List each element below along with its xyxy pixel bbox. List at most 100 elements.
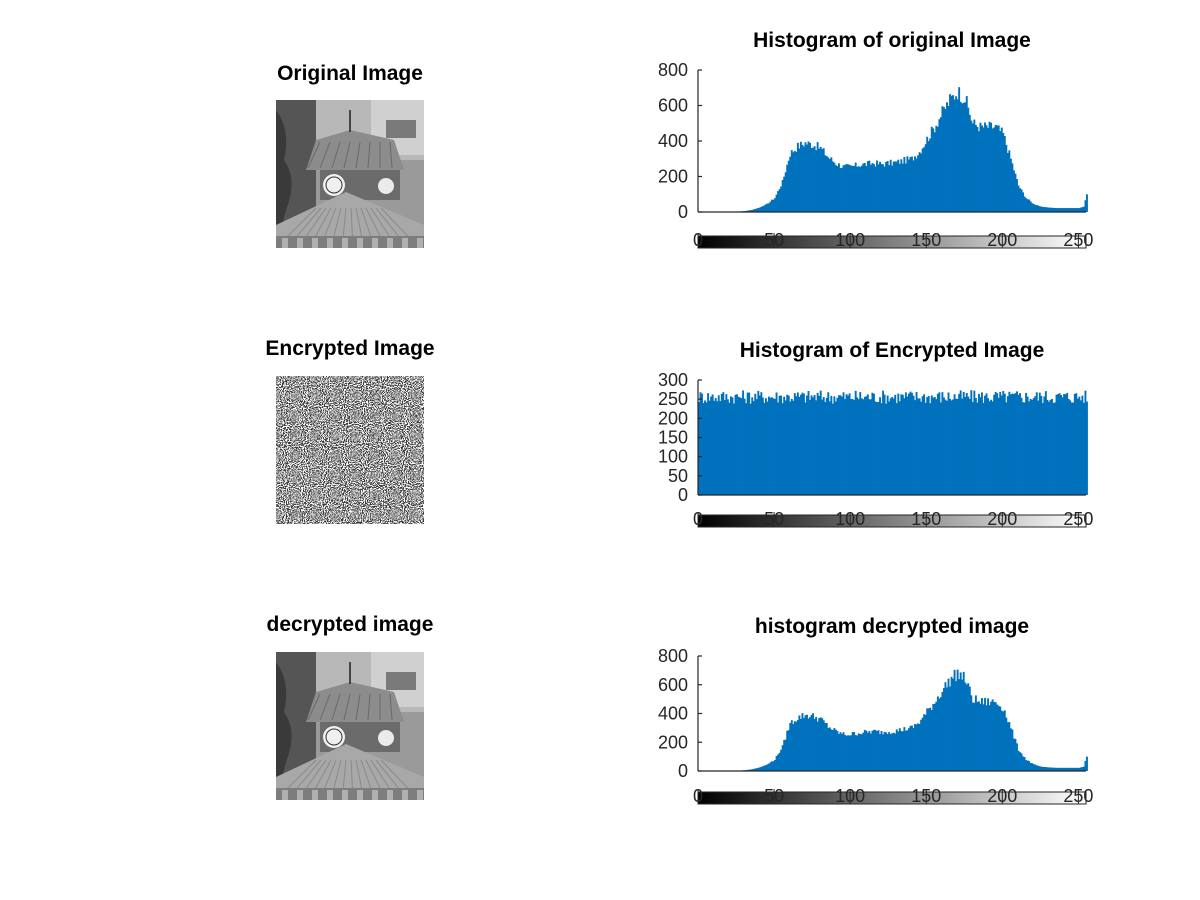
- histogram-bar: [936, 126, 939, 212]
- histogram-bar: [961, 103, 964, 212]
- histogram-bar: [760, 766, 763, 771]
- histogram-bar: [818, 718, 821, 771]
- histogram-bar: [1040, 766, 1043, 771]
- histogram-bar: [894, 733, 897, 771]
- histogram-bar: [900, 159, 903, 212]
- histogram-bar: [1058, 767, 1061, 771]
- histogram-bar: [1069, 767, 1072, 771]
- histogram-bar: [1061, 208, 1064, 212]
- histogram-bar: [1031, 399, 1034, 495]
- histogram-bar: [1046, 207, 1049, 212]
- histogram-bar: [874, 401, 877, 495]
- histogram-bar: [876, 160, 878, 212]
- histogram-bar: [787, 160, 790, 212]
- histogram-bar: [748, 392, 751, 495]
- histogram-bar: [958, 393, 961, 495]
- histogram-bar: [886, 734, 889, 771]
- histogram-bar: [977, 393, 980, 495]
- histogram-bar: [1032, 203, 1035, 212]
- histogram-bar: [827, 392, 830, 495]
- histogram-bar: [1075, 208, 1078, 212]
- histogram-bar: [742, 390, 745, 495]
- histogram-bar: [801, 713, 804, 771]
- histogram-bar: [1044, 391, 1047, 495]
- histogram-bar: [863, 163, 866, 212]
- histogram-bar: [1043, 396, 1046, 495]
- histogram-bar: [1067, 398, 1070, 495]
- histogram-bar: [816, 721, 819, 771]
- y-tick-label: 600: [658, 675, 688, 695]
- histogram-bar: [1044, 767, 1047, 771]
- y-tick-label: 200: [658, 167, 688, 187]
- histogram-bar: [865, 730, 868, 771]
- histogram-bar: [772, 398, 775, 495]
- histogram-bar: [866, 732, 869, 771]
- y-tick-label: 200: [658, 732, 688, 752]
- histogram-bar: [1082, 402, 1085, 495]
- histogram-bar: [1020, 189, 1023, 212]
- histogram-bar: [892, 732, 895, 771]
- histogram-bar: [866, 394, 869, 495]
- histogram-bar: [939, 402, 942, 495]
- histogram-bar: [955, 398, 958, 495]
- histogram-bar: [1063, 208, 1066, 212]
- histogram-bar: [1006, 153, 1009, 212]
- histogram-bar: [781, 179, 784, 212]
- histogram-bar: [799, 141, 802, 212]
- histogram-bar: [1000, 710, 1003, 771]
- histogram-bar: [970, 120, 973, 212]
- histogram-bar: [895, 729, 898, 771]
- histogram-bar: [857, 399, 860, 495]
- histogram-bar: [1025, 392, 1028, 495]
- histogram-bar: [758, 395, 761, 495]
- x-tick-label: 100: [835, 509, 865, 529]
- histogram-bar: [891, 397, 894, 495]
- histogram-bar: [836, 166, 839, 212]
- histogram-bar: [990, 701, 993, 771]
- gray-colorbar: [697, 514, 1087, 528]
- histogram-bar: [862, 399, 865, 495]
- histogram-bar: [1041, 766, 1044, 771]
- histogram-bar: [774, 198, 776, 212]
- histogram-bar: [783, 740, 786, 771]
- histogram-bar: [1025, 198, 1028, 212]
- histogram-bar: [702, 402, 705, 495]
- histogram-bar: [781, 745, 784, 771]
- histogram-bar: [769, 762, 772, 771]
- histogram-bar: [1005, 717, 1008, 771]
- histogram-bar: [707, 393, 710, 495]
- histogram-bar: [915, 391, 918, 495]
- histogram-bar: [988, 121, 991, 212]
- histogram-bar: [789, 723, 792, 771]
- histogram-bar: [933, 703, 936, 771]
- histogram-bar: [999, 706, 1002, 771]
- histogram-bar: [888, 401, 891, 495]
- clock-tower-image: [276, 652, 424, 800]
- histogram-bar: [1067, 208, 1070, 212]
- histogram-bar: [906, 730, 909, 771]
- histogram-bar: [997, 397, 1000, 495]
- histogram-bar: [819, 717, 822, 771]
- histogram-bar: [799, 394, 802, 495]
- histogram-bar: [810, 395, 813, 495]
- x-tick-label: 50: [764, 786, 784, 806]
- histogram-bar: [1051, 767, 1053, 771]
- histogram-bar: [1009, 728, 1012, 771]
- histogram-bar: [793, 393, 796, 495]
- histogram-bar: [907, 159, 910, 212]
- histogram-bar: [847, 735, 850, 771]
- y-tick-label: 400: [658, 131, 688, 151]
- histogram-bar: [723, 399, 726, 495]
- histogram-bar: [1075, 393, 1078, 495]
- histogram-bar: [1006, 396, 1009, 495]
- histogram-bar: [1026, 396, 1029, 495]
- histogram-bar: [1070, 402, 1073, 495]
- histogram-bar: [837, 163, 840, 212]
- histogram-bar: [1002, 391, 1005, 495]
- x-tick-label: 50: [764, 509, 784, 529]
- histogram-bar: [871, 730, 874, 771]
- histogram-bar: [872, 393, 875, 495]
- histogram-bar: [775, 756, 778, 771]
- histogram-bar: [1029, 398, 1032, 495]
